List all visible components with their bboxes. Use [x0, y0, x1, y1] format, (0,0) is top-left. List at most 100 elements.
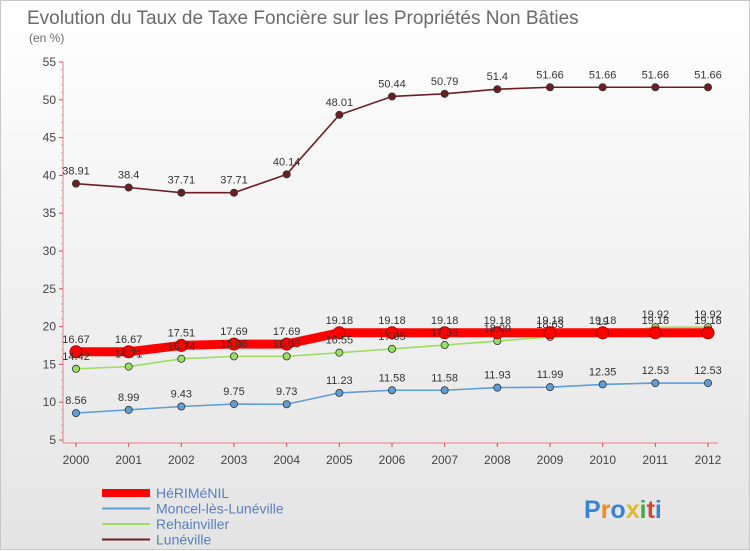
- data-point-rehainviller: [177, 354, 186, 363]
- data-point-lun-ville: [704, 83, 713, 92]
- data-label-rehainviller: 19: [597, 316, 609, 328]
- data-label-rehainviller: 18.09: [484, 323, 512, 335]
- y-tick-label: 15: [43, 357, 57, 371]
- data-point-h-rim-nil: [122, 345, 136, 359]
- data-label-h-rim-nil: 19.18: [378, 315, 406, 327]
- data-label-h-rim-nil: 19.18: [326, 315, 354, 327]
- x-tick-label: 2002: [168, 453, 195, 467]
- x-tick-label: 2012: [695, 453, 722, 467]
- data-point-h-rim-nil: [174, 338, 188, 352]
- data-point-h-rim-nil: [701, 326, 715, 340]
- data-label-moncel-l-s-lun-ville: 11.93: [484, 370, 511, 382]
- data-point-rehainviller: [387, 344, 396, 353]
- data-label-moncel-l-s-lun-ville: 11.58: [379, 372, 406, 384]
- y-axis-label: (en %): [29, 31, 64, 45]
- data-point-lun-ville: [651, 83, 660, 92]
- data-point-lun-ville: [546, 83, 555, 92]
- data-label-moncel-l-s-lun-ville: 9.73: [276, 386, 297, 398]
- data-point-lun-ville: [282, 170, 291, 179]
- logo-letter: i: [655, 496, 662, 524]
- x-tick-label: 2009: [537, 453, 564, 467]
- data-label-h-rim-nil: 19.18: [484, 315, 512, 327]
- data-point-moncel-l-s-lun-ville: [651, 379, 660, 388]
- y-tick-label: 40: [43, 168, 57, 182]
- data-point-moncel-l-s-lun-ville: [229, 400, 238, 409]
- data-point-lun-ville: [493, 85, 502, 94]
- data-point-h-rim-nil: [69, 345, 83, 359]
- data-point-h-rim-nil: [648, 326, 662, 340]
- y-tick-label: 5: [49, 433, 56, 447]
- data-point-h-rim-nil: [543, 326, 557, 340]
- data-labels-layer: 38.91 38.4 37.71 37.71 40.14 48.01 50.44 50.79 5…: [62, 69, 722, 407]
- data-label-lun-ville: 50.44: [378, 78, 406, 90]
- data-point-lun-ville: [387, 92, 396, 101]
- y-tick-label: 35: [43, 206, 57, 220]
- data-label-h-rim-nil: 19.18: [694, 315, 722, 327]
- x-tick-label: 2010: [589, 453, 616, 467]
- data-label-rehainviller: 19.92: [694, 309, 722, 321]
- data-point-rehainviller: [229, 352, 238, 361]
- data-point-h-rim-nil: [280, 337, 294, 351]
- data-label-lun-ville: 51.66: [694, 69, 722, 81]
- legend-label: Rehainviller: [156, 516, 229, 532]
- y-tick-label: 20: [43, 320, 57, 334]
- data-label-moncel-l-s-lun-ville: 11.58: [431, 372, 458, 384]
- data-point-lun-ville: [335, 110, 344, 119]
- data-label-lun-ville: 51.4: [487, 71, 508, 83]
- logo-letter: o: [610, 496, 625, 524]
- legend-label: HéRIMéNIL: [156, 485, 229, 501]
- data-label-rehainviller: 17.56: [431, 327, 459, 339]
- data-label-lun-ville: 38.91: [62, 166, 90, 178]
- data-point-lun-ville: [598, 83, 607, 92]
- data-point-h-rim-nil: [596, 326, 610, 340]
- data-label-rehainviller: 19.92: [642, 309, 670, 321]
- legend-label: Moncel-lès-Lunéville: [156, 501, 284, 517]
- logo-letter: r: [601, 496, 611, 524]
- x-tick-label: 2008: [484, 453, 511, 467]
- data-point-lun-ville: [124, 183, 133, 192]
- data-point-moncel-l-s-lun-ville: [546, 383, 555, 392]
- data-point-h-rim-nil: [438, 326, 452, 340]
- y-tick-label: 55: [43, 55, 57, 69]
- data-point-moncel-l-s-lun-ville: [177, 402, 186, 411]
- y-tick-label: 10: [43, 395, 57, 409]
- data-label-h-rim-nil: 19.18: [642, 315, 670, 327]
- data-point-moncel-l-s-lun-ville: [72, 409, 81, 418]
- x-tick-label: 2011: [642, 453, 668, 467]
- x-tick-label: 2004: [273, 453, 300, 467]
- data-label-lun-ville: 37.71: [168, 175, 196, 187]
- data-point-lun-ville: [440, 89, 449, 98]
- data-point-h-rim-nil: [227, 337, 241, 351]
- series-layer: [69, 83, 715, 418]
- data-label-h-rim-nil: 17.69: [273, 326, 301, 338]
- x-tick-label: 2007: [431, 453, 458, 467]
- x-tick-label: 2003: [221, 453, 248, 467]
- data-label-moncel-l-s-lun-ville: 9.43: [171, 389, 192, 401]
- data-label-rehainviller: 15.74: [168, 341, 196, 353]
- proxiti-logo: Proxiti: [584, 496, 662, 524]
- data-label-h-rim-nil: 19.18: [589, 315, 617, 327]
- logo-letter: t: [647, 496, 656, 524]
- data-label-rehainviller: 16.55: [326, 335, 354, 347]
- data-label-moncel-l-s-lun-ville: 12.53: [642, 365, 670, 377]
- data-point-rehainviller: [124, 362, 133, 371]
- data-label-moncel-l-s-lun-ville: 12.53: [694, 365, 722, 377]
- data-point-moncel-l-s-lun-ville: [704, 379, 713, 388]
- data-label-rehainviller: 16.06: [220, 338, 248, 350]
- data-label-h-rim-nil: 16.67: [115, 334, 143, 346]
- data-point-moncel-l-s-lun-ville: [335, 388, 344, 397]
- legend-label: Lunéville: [156, 532, 211, 548]
- data-point-moncel-l-s-lun-ville: [282, 400, 291, 409]
- chart-title: Evolution du Taux de Taxe Foncière sur l…: [27, 8, 579, 29]
- logo-text: Proxiti: [584, 496, 662, 524]
- data-label-h-rim-nil: 19.18: [536, 315, 564, 327]
- data-point-h-rim-nil: [385, 326, 399, 340]
- data-point-moncel-l-s-lun-ville: [493, 383, 502, 392]
- data-label-moncel-l-s-lun-ville: 12.35: [589, 366, 617, 378]
- data-label-rehainviller: 14.42: [62, 351, 90, 363]
- data-point-h-rim-nil: [332, 326, 346, 340]
- data-label-h-rim-nil: 17.51: [168, 327, 196, 339]
- data-label-moncel-l-s-lun-ville: 8.99: [118, 392, 139, 404]
